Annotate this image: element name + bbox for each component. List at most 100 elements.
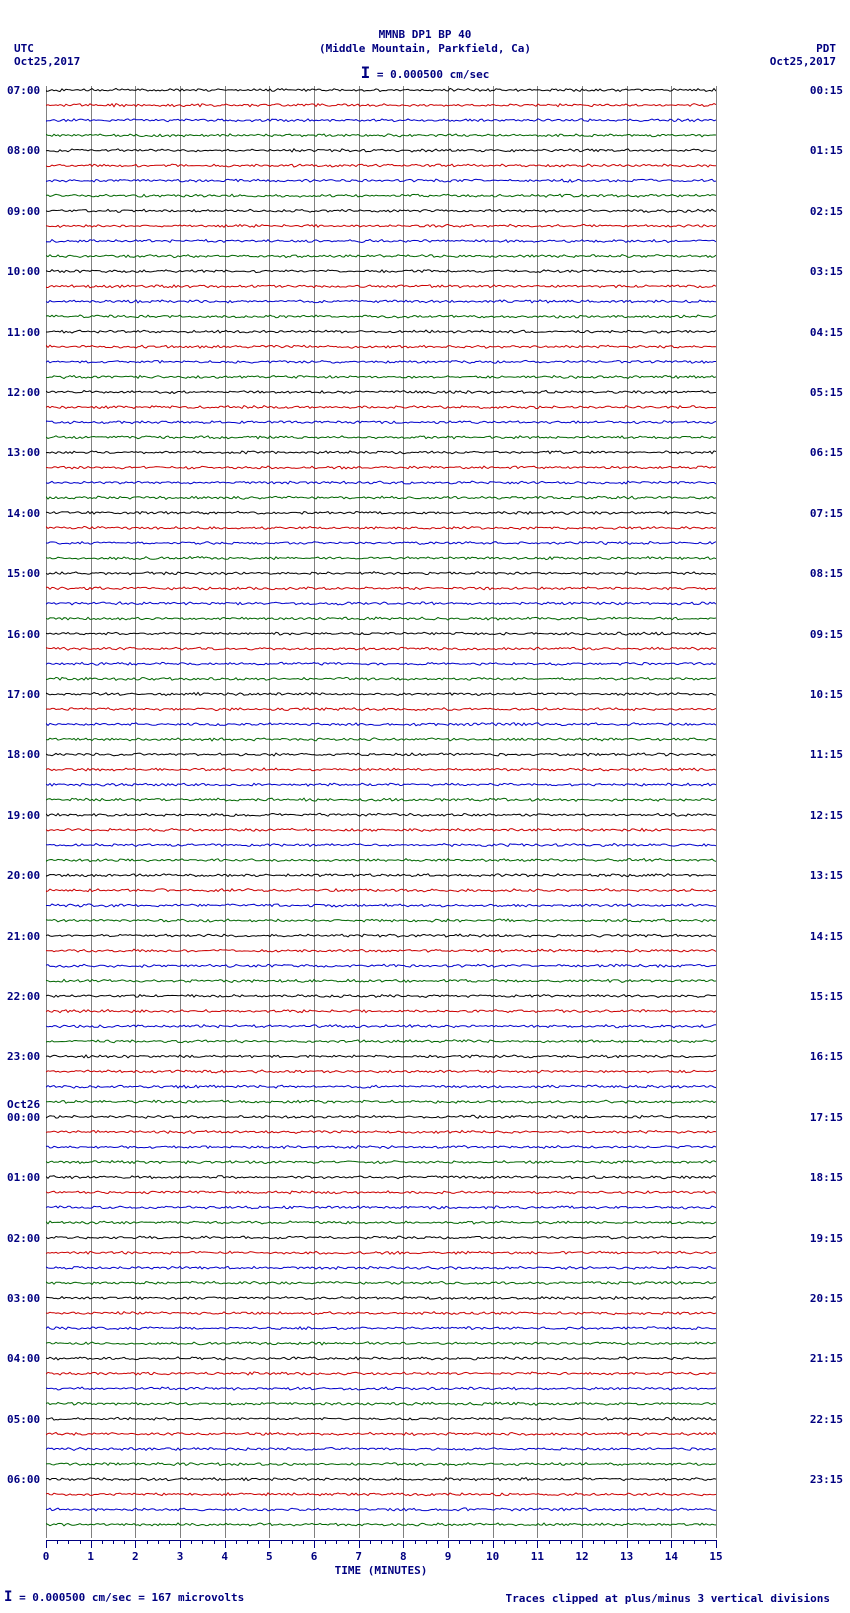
pdt-hour-label: 22:15	[810, 1413, 843, 1426]
x-tick-label: 6	[311, 1550, 318, 1563]
seismic-trace	[46, 1176, 716, 1179]
seismic-trace	[46, 1357, 716, 1360]
x-tick-label: 11	[531, 1550, 544, 1563]
seismic-trace	[46, 194, 716, 197]
pdt-hour-label: 03:15	[810, 265, 843, 278]
seismic-trace	[46, 1040, 716, 1043]
utc-hour-label: 11:00	[7, 326, 40, 339]
pdt-hour-label: 01:15	[810, 144, 843, 157]
pdt-hour-label: 08:15	[810, 567, 843, 580]
utc-hour-label: 09:00	[7, 205, 40, 218]
pdt-hour-label: 17:15	[810, 1111, 843, 1124]
x-tick	[269, 1540, 270, 1548]
x-tick	[448, 1540, 449, 1548]
tz-left-name: UTC	[14, 42, 80, 55]
utc-hour-label: 22:00	[7, 990, 40, 1003]
seismic-trace	[46, 934, 716, 937]
seismic-trace	[46, 1251, 716, 1254]
seismic-trace	[46, 466, 716, 469]
seismic-trace	[46, 662, 716, 665]
x-tick-label: 0	[43, 1550, 50, 1563]
utc-hour-label: 06:00	[7, 1473, 40, 1486]
seismic-trace	[46, 119, 716, 122]
pdt-hour-label: 07:15	[810, 507, 843, 520]
seismic-trace	[46, 1236, 716, 1239]
seismic-trace	[46, 255, 716, 258]
seismic-trace	[46, 1478, 716, 1481]
pdt-hour-label: 09:15	[810, 628, 843, 641]
utc-hour-label: 16:00	[7, 628, 40, 641]
tz-right-name: PDT	[770, 42, 836, 55]
x-tick	[314, 1540, 315, 1548]
seismic-trace	[46, 829, 716, 832]
utc-hour-label: 04:00	[7, 1352, 40, 1365]
scale-bar-label: I = 0.000500 cm/sec	[0, 63, 850, 84]
seismic-trace	[46, 1508, 716, 1511]
seismic-trace	[46, 1055, 716, 1058]
seismic-trace	[46, 768, 716, 771]
seismic-trace	[46, 1312, 716, 1315]
seismic-trace	[46, 919, 716, 922]
utc-hour-label: 18:00	[7, 748, 40, 761]
seismic-trace	[46, 511, 716, 514]
x-tick	[135, 1540, 136, 1548]
seismic-trace	[46, 104, 716, 107]
seismic-trace	[46, 783, 716, 786]
seismic-trace	[46, 1463, 716, 1466]
seismic-trace	[46, 874, 716, 877]
seismic-trace	[46, 813, 716, 816]
seismic-trace	[46, 587, 716, 590]
seismic-trace	[46, 995, 716, 998]
traces-svg	[46, 86, 716, 1538]
seismic-trace	[46, 224, 716, 227]
x-tick-label: 13	[620, 1550, 633, 1563]
utc-hour-label: 23:00	[7, 1050, 40, 1063]
utc-hour-label: 01:00	[7, 1171, 40, 1184]
seismic-trace	[46, 436, 716, 439]
seismic-trace	[46, 209, 716, 212]
tz-left-date: Oct25,2017	[14, 55, 80, 68]
seismic-trace	[46, 1448, 716, 1451]
utc-hour-label: 13:00	[7, 446, 40, 459]
x-tick	[225, 1540, 226, 1548]
seismic-trace	[46, 149, 716, 152]
pdt-hour-label: 13:15	[810, 869, 843, 882]
seismic-trace	[46, 285, 716, 288]
x-axis-label: TIME (MINUTES)	[335, 1564, 428, 1577]
pdt-hour-label: 10:15	[810, 688, 843, 701]
seismic-trace	[46, 557, 716, 560]
seismic-trace	[46, 859, 716, 862]
seismic-trace	[46, 1131, 716, 1134]
grid-vertical	[716, 86, 717, 1538]
tz-right-date: Oct25,2017	[770, 55, 836, 68]
utc-hour-label: 05:00	[7, 1413, 40, 1426]
x-tick-label: 5	[266, 1550, 273, 1563]
utc-hour-label: 10:00	[7, 265, 40, 278]
seismic-trace	[46, 1070, 716, 1073]
pdt-hour-label: 00:15	[810, 84, 843, 97]
seismic-trace	[46, 496, 716, 499]
utc-hour-label: 21:00	[7, 930, 40, 943]
seismic-trace	[46, 723, 716, 726]
seismic-trace	[46, 1493, 716, 1496]
seismic-trace	[46, 421, 716, 424]
seismic-trace	[46, 1115, 716, 1118]
x-tick-label: 14	[665, 1550, 678, 1563]
x-tick-label: 12	[575, 1550, 588, 1563]
seismic-trace	[46, 1085, 716, 1088]
seismic-trace	[46, 542, 716, 545]
utc-hour-label: 02:00	[7, 1232, 40, 1245]
x-tick-label: 1	[87, 1550, 94, 1563]
pdt-hour-label: 02:15	[810, 205, 843, 218]
seismic-trace	[46, 738, 716, 741]
seismic-trace	[46, 1327, 716, 1330]
x-tick-label: 10	[486, 1550, 499, 1563]
seismic-trace	[46, 1146, 716, 1149]
seismic-trace	[46, 632, 716, 635]
seismic-trace	[46, 844, 716, 847]
utc-hour-label: 20:00	[7, 869, 40, 882]
station-code: MMNB DP1 BP 40	[0, 28, 850, 42]
seismic-trace	[46, 1432, 716, 1435]
tz-left-block: UTC Oct25,2017	[14, 42, 80, 68]
seismic-trace	[46, 979, 716, 982]
